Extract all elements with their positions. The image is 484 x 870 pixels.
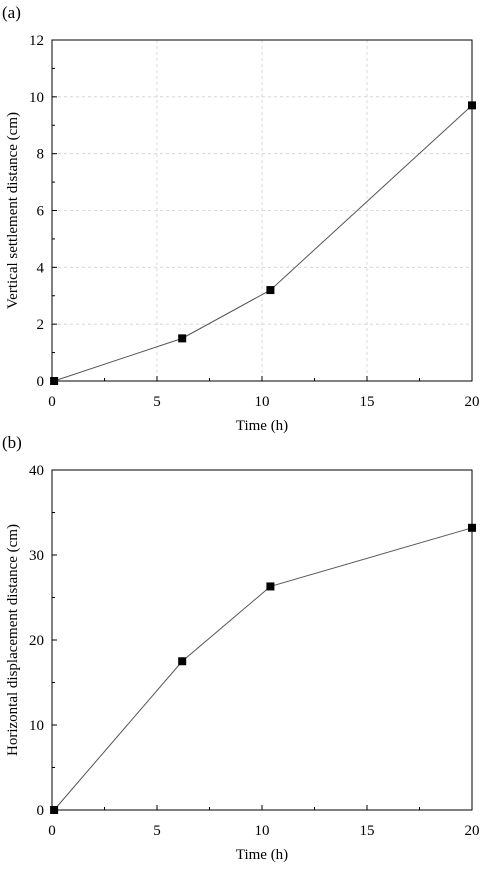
y-tick-label: 2 [37, 317, 45, 333]
data-point-marker [50, 806, 59, 814]
x-tick-label: 0 [48, 823, 56, 839]
y-tick-label: 10 [29, 718, 44, 734]
chart-b-svg: (b) 0 5 10 15 20 0 10 20 30 40 Time (h) Horizontal d… [2, 433, 480, 863]
y-axis-title-b: Horizontal displacement distance (cm) [5, 524, 21, 756]
series-line-b [53, 527, 473, 811]
x-tick-label: 0 [48, 394, 56, 410]
x-axis-title-a: Time (h) [236, 418, 288, 434]
x-axis-title-b: Time (h) [236, 847, 288, 863]
grid-a [52, 40, 472, 381]
x-axis-a: 0 5 10 15 20 [48, 376, 480, 410]
x-tick-label: 5 [153, 394, 161, 410]
x-tick-label: 20 [465, 823, 480, 839]
y-tick-label: 40 [29, 463, 44, 479]
y-tick-label: 8 [37, 147, 45, 163]
y-axis-a: 0 2 4 6 8 10 12 [29, 33, 57, 390]
data-point-marker [468, 523, 476, 532]
chart-a-svg: (a) 0 5 10 15 20 0 2 4 6 8 10 12 Time (h) Vertical set… [2, 3, 480, 434]
x-tick-label: 10 [255, 823, 270, 839]
y-tick-label: 30 [29, 548, 44, 564]
x-tick-label: 15 [360, 823, 375, 839]
data-point-marker [178, 334, 187, 343]
y-tick-label: 6 [37, 204, 45, 220]
plot-frame-b [51, 469, 473, 811]
data-point-marker [266, 582, 275, 591]
y-tick-label: 20 [29, 633, 44, 649]
y-tick-label: 10 [29, 90, 44, 106]
y-tick-label: 0 [37, 803, 45, 819]
y-tick-label: 4 [37, 260, 45, 276]
x-axis-b: 0 5 10 15 20 [48, 805, 480, 839]
x-tick-label: 5 [153, 823, 161, 839]
data-point-marker [178, 657, 187, 666]
x-tick-label: 20 [465, 394, 480, 410]
x-tick-label: 10 [255, 394, 270, 410]
chart-panel-b: (b) 0 5 10 15 20 0 10 20 30 40 Time (h) Horizontal d… [0, 430, 484, 870]
data-point-marker [266, 286, 275, 295]
y-tick-label: 0 [37, 374, 45, 390]
y-axis-b: 0 10 20 30 40 [29, 463, 57, 819]
x-tick-label: 15 [360, 394, 375, 410]
chart-panel-a: (a) 0 5 10 15 20 0 2 4 6 8 10 12 Time (h) Vertical set… [2, 3, 480, 434]
panel-label-b: (b) [2, 433, 22, 452]
series-line-a [53, 104, 473, 382]
data-point-marker [50, 377, 59, 385]
y-tick-label: 12 [29, 33, 44, 49]
panel-label-a: (a) [2, 3, 21, 22]
y-axis-title-a: Vertical settlement distance (cm) [5, 112, 21, 309]
data-point-marker [468, 101, 476, 110]
